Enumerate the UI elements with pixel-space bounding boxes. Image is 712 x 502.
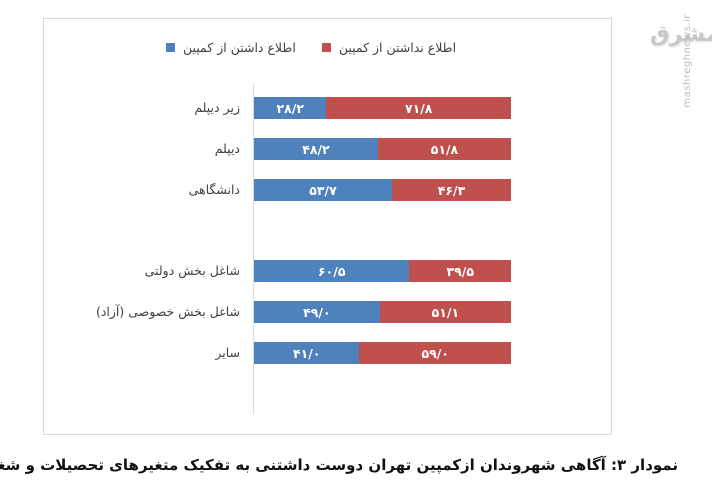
watermark-logo: مشرق xyxy=(650,22,712,47)
bar-row: ۲۸/۲ ۷۱/۸ xyxy=(254,97,511,119)
legend-item-aware: اطلاع داشتن از کمپین xyxy=(166,40,296,55)
bar-segment-aware: ۵۳/۷ xyxy=(254,179,392,201)
watermark: مشرق mashreghnews.ir xyxy=(640,10,712,130)
bar-segment-unaware: ۴۶/۳ xyxy=(392,179,511,201)
bar-segment-unaware: ۵۱/۸ xyxy=(377,138,511,160)
row-label: زیر دیپلم xyxy=(194,100,240,115)
bar-segment-aware: ۴۱/۰ xyxy=(254,342,360,364)
bar-row: ۵۳/۷ ۴۶/۳ xyxy=(254,179,511,201)
category-axis-line xyxy=(253,84,254,414)
legend-label-unaware: اطلاع نداشتن از کمپین xyxy=(338,39,457,55)
bar-segment-unaware: ۳۹/۵ xyxy=(409,260,511,282)
bar-segment-unaware: ۵۹/۰ xyxy=(359,342,511,364)
legend-item-unaware: اطلاع نداشتن از کمپین xyxy=(321,39,457,55)
legend-swatch-aware xyxy=(166,42,175,52)
bar-row: ۴۹/۰ ۵۱/۱ xyxy=(254,301,511,323)
bar-row: ۴۸/۲ ۵۱/۸ xyxy=(254,138,511,160)
chart-caption: نمودار ۳: آگاهی شهروندان ازکمپین تهران د… xyxy=(0,456,678,474)
bar-row: ۶۰/۵ ۳۹/۵ xyxy=(254,260,511,282)
bar-segment-unaware: ۷۱/۸ xyxy=(326,97,511,119)
bar-segment-aware: ۴۹/۰ xyxy=(254,301,380,323)
watermark-site: mashreghnews.ir xyxy=(682,14,693,108)
bar-segment-aware: ۶۰/۵ xyxy=(254,260,410,282)
legend-label-aware: اطلاع داشتن از کمپین xyxy=(183,39,296,55)
row-label: شاغل بخش خصوصی (آزاد) xyxy=(95,304,240,319)
row-label: دیپلم xyxy=(214,141,240,156)
row-label: سایر xyxy=(215,345,240,360)
chart-frame xyxy=(43,18,612,435)
bar-row: ۴۱/۰ ۵۹/۰ xyxy=(254,342,511,364)
legend-swatch-unaware xyxy=(321,42,331,52)
bar-segment-unaware: ۵۱/۱ xyxy=(379,301,511,323)
bar-segment-aware: ۲۸/۲ xyxy=(254,97,327,119)
chart-legend: اطلاع داشتن از کمپین اطلاع نداشتن از کمپ… xyxy=(166,38,482,56)
row-label: دانشگاهی xyxy=(188,182,240,197)
bar-segment-aware: ۴۸/۲ xyxy=(254,138,378,160)
row-label: شاغل بخش دولتی xyxy=(144,263,240,278)
